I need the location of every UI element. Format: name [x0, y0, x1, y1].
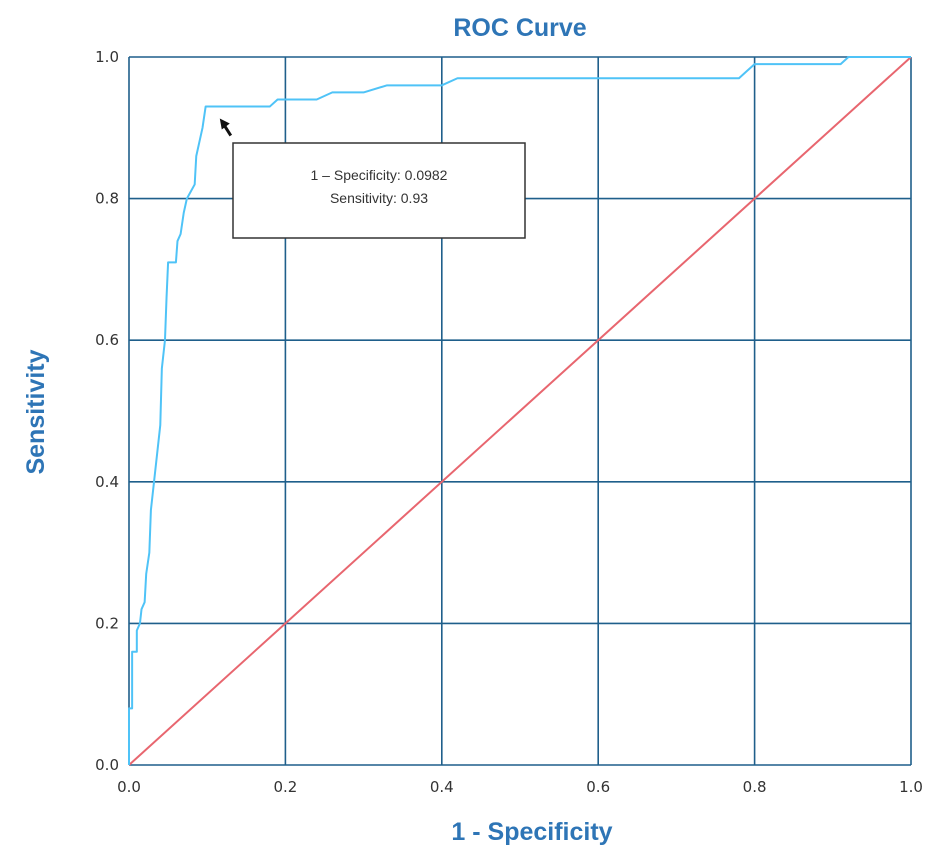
plot-series [128, 56, 912, 766]
y-tick-label: 0.2 [95, 614, 119, 632]
annotation-line-1: 1 – Specificity: 0.0982 [311, 167, 448, 183]
y-tick-label: 0.4 [95, 473, 119, 491]
x-tick-label: 0.2 [273, 778, 297, 796]
tick-labels: 0.0 0.2 0.4 0.6 0.8 1.0 0.0 0.2 0.4 0.6 0.8 1.0 [95, 48, 923, 796]
y-axis-label: Sensitivity [22, 349, 50, 474]
annotation-box [232, 142, 526, 239]
annotation-callout: 1 – Specificity: 0.0982 Sensitivity: 0.9… [219, 118, 526, 239]
y-tick-label: 0.8 [95, 190, 119, 208]
x-tick-label: 0.0 [117, 778, 141, 796]
diagonal-reference-line [128, 56, 912, 766]
x-tick-label: 1.0 [899, 778, 923, 796]
chart-title: ROC Curve [453, 14, 586, 42]
annotation-arrow-head [219, 118, 230, 130]
y-tick-label: 0.6 [95, 331, 119, 349]
x-axis-label: 1 - Specificity [451, 818, 612, 846]
roc-curve-line [128, 56, 911, 765]
y-tick-label: 0.0 [95, 756, 119, 774]
x-tick-label: 0.4 [430, 778, 454, 796]
x-tick-label: 0.8 [743, 778, 767, 796]
y-tick-label: 1.0 [95, 48, 119, 66]
x-tick-label: 0.6 [586, 778, 610, 796]
annotation-line-2: Sensitivity: 0.93 [330, 190, 428, 206]
